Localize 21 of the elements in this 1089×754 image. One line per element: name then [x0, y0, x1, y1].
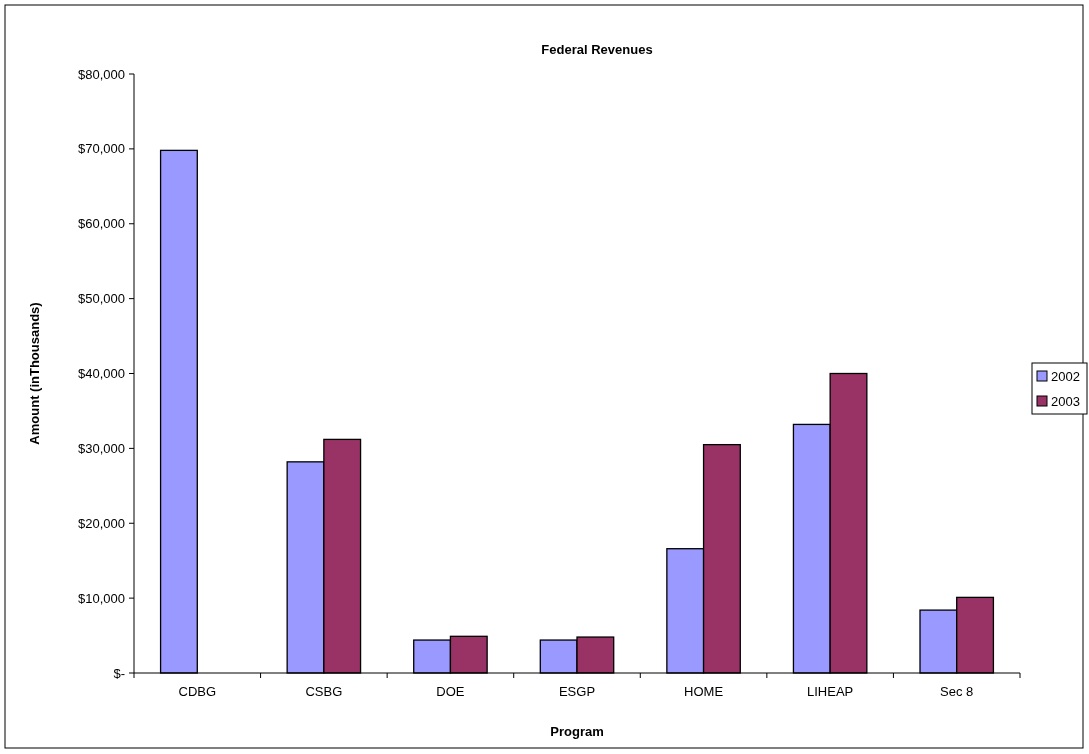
x-axis-title: Program — [550, 724, 604, 739]
x-tick-label: CSBG — [305, 684, 343, 699]
x-tick-label: ESGP — [558, 684, 596, 699]
chart-title: Federal Revenues — [541, 42, 653, 57]
y-tick-label: $20,000 — [78, 515, 125, 531]
y-tick-label: $- — [113, 665, 125, 681]
y-tick-label: $60,000 — [78, 216, 125, 232]
y-axis-title: Amount (inThousands) — [27, 302, 42, 445]
legend-label: 2002 — [1051, 368, 1080, 384]
y-tick-label: $50,000 — [78, 291, 125, 307]
y-tick-label: $40,000 — [78, 366, 125, 382]
y-tick-label: $80,000 — [78, 66, 125, 82]
legend-label: 2003 — [1051, 393, 1080, 409]
x-tick-label: HOME — [684, 684, 724, 699]
y-tick-label: $30,000 — [78, 440, 125, 456]
x-tick-label: CDBG — [178, 684, 217, 699]
x-tick-label: Sec 8 — [940, 684, 974, 699]
x-tick-label: LIHEAP — [807, 684, 854, 699]
x-tick-label: DOE — [436, 684, 465, 699]
y-tick-label: $10,000 — [78, 590, 125, 606]
y-tick-label: $70,000 — [78, 141, 125, 157]
